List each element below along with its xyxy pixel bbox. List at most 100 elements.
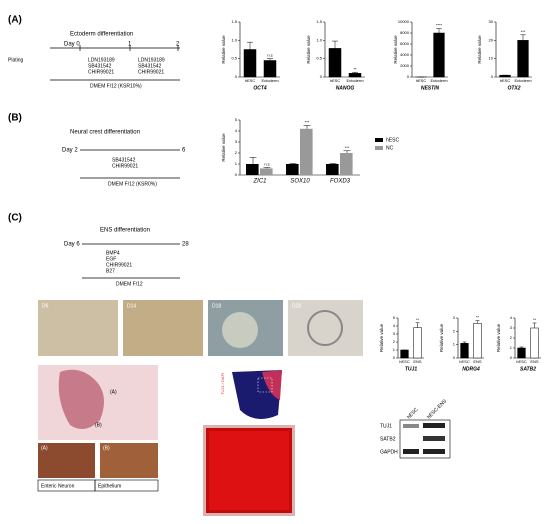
row-label: TUJ1 <box>380 423 392 429</box>
bar <box>499 74 511 78</box>
bar <box>286 164 299 175</box>
x-tick-label: FOXD3 <box>330 179 351 185</box>
legend-swatch <box>375 146 383 150</box>
y-tick-label: 2 <box>235 150 238 155</box>
x-tick-label: ZIC1 <box>252 179 266 185</box>
bar <box>473 323 482 359</box>
annotation: **** <box>436 23 443 28</box>
drug: BMP4 <box>106 250 120 256</box>
y-axis-label: Relative value <box>306 35 311 64</box>
y-tick-label: 2 <box>510 335 513 340</box>
micrograph <box>288 300 363 356</box>
y-axis-label: Relative value <box>439 323 444 352</box>
panel-title: Neural crest differentiation <box>70 130 140 136</box>
y-tick-label: 0 <box>453 355 456 360</box>
panel-title: Ectoderm differentiation <box>70 32 133 38</box>
x-tick-label: hESC <box>459 359 470 364</box>
y-tick-label: 1.5 <box>316 19 322 24</box>
drug: CHIR99021 <box>88 69 114 75</box>
annotation: ** <box>416 317 420 322</box>
day: 2 <box>176 42 180 48</box>
y-tick-label: 2000 <box>400 63 410 68</box>
y-tick-label: 0 <box>510 355 513 360</box>
x-tick-label: hESC <box>416 78 427 83</box>
band <box>403 449 419 454</box>
y-tick-label: 5 <box>235 117 238 122</box>
bar <box>460 343 469 359</box>
drug: CHIR99021 <box>106 262 132 268</box>
y-tick-label: 1 <box>393 347 396 352</box>
x-tick-label: Ectoderm <box>346 78 364 83</box>
medium: DMEM F/12 (KSR10%) <box>90 83 142 89</box>
day: 28 <box>182 242 189 248</box>
lane-label: hESC <box>406 407 420 421</box>
bar <box>260 168 273 175</box>
bar <box>400 349 409 359</box>
histology <box>38 443 95 478</box>
drug: B27 <box>106 268 115 274</box>
x-tick-label: ENS <box>473 359 482 364</box>
y-tick-label: 4000 <box>400 52 410 57</box>
panel-title: ENS differentiation <box>100 228 150 234</box>
x-tick-label: hESC <box>516 359 527 364</box>
legend-swatch <box>375 138 383 142</box>
x-tick-label: Ectoderm <box>261 78 279 83</box>
y-tick-label: 3 <box>393 331 396 336</box>
drug: CHIR99021 <box>138 69 164 75</box>
bar <box>517 347 526 359</box>
y-axis-label: Relative value <box>221 35 226 64</box>
caption: Epithelium <box>98 483 121 489</box>
y-tick-label: 0.5 <box>231 56 237 61</box>
y-tick-label: 20 <box>489 37 494 42</box>
drug: SB431542 <box>112 157 136 163</box>
histology <box>100 443 158 478</box>
stain-label: TUJ1 / DAPI <box>220 373 225 395</box>
caption: Enteric Neuron <box>41 483 75 489</box>
y-tick-label: 5 <box>393 315 396 320</box>
bar <box>530 327 539 359</box>
band <box>403 424 419 428</box>
bar <box>433 32 445 78</box>
y-tick-label: 3 <box>510 325 513 330</box>
day: Day 0 <box>64 42 80 48</box>
y-tick-label: 3 <box>235 139 238 144</box>
y-tick-label: 6000 <box>400 41 410 46</box>
plating: Plating <box>8 57 24 63</box>
y-tick-label: 1 <box>510 345 513 350</box>
legend-label: NC <box>386 145 394 151</box>
y-tick-label: 0 <box>407 74 410 79</box>
band <box>423 436 445 441</box>
region-label: (A) <box>41 445 48 451</box>
zoom-box <box>257 377 273 393</box>
image-label: D6 <box>42 303 49 309</box>
medium: DMEM F/12 <box>116 281 143 287</box>
blot-frame <box>399 419 451 459</box>
y-tick-label: 0 <box>491 74 494 79</box>
image-label: D14 <box>127 303 136 309</box>
y-tick-label: 8000 <box>400 30 410 35</box>
chart-title: OCT4 <box>253 85 267 91</box>
bar <box>326 164 339 175</box>
annotation: ** <box>476 315 480 320</box>
image-label: D18 <box>212 303 221 309</box>
organoid <box>222 312 258 348</box>
day: 6 <box>182 148 186 154</box>
y-tick-label: 1.0 <box>316 37 322 42</box>
bar <box>328 48 342 78</box>
chart-title: TUJ1 <box>405 366 417 372</box>
y-tick-label: 0 <box>235 172 238 177</box>
chart-title: NESTIN <box>421 85 440 91</box>
x-tick-label: hESC <box>399 359 410 364</box>
x-tick-label: ENS <box>413 359 422 364</box>
legend-label: hESC <box>386 137 399 143</box>
bar <box>263 60 277 78</box>
bar <box>246 164 259 175</box>
panel-label: (B) <box>8 113 22 124</box>
x-tick-label: Ectoderm <box>514 78 532 83</box>
row-label: SATB2 <box>380 436 396 442</box>
region-label: (B) <box>95 422 102 428</box>
micrograph <box>123 300 203 356</box>
y-tick-label: 1.0 <box>231 37 237 42</box>
bar <box>300 128 313 175</box>
